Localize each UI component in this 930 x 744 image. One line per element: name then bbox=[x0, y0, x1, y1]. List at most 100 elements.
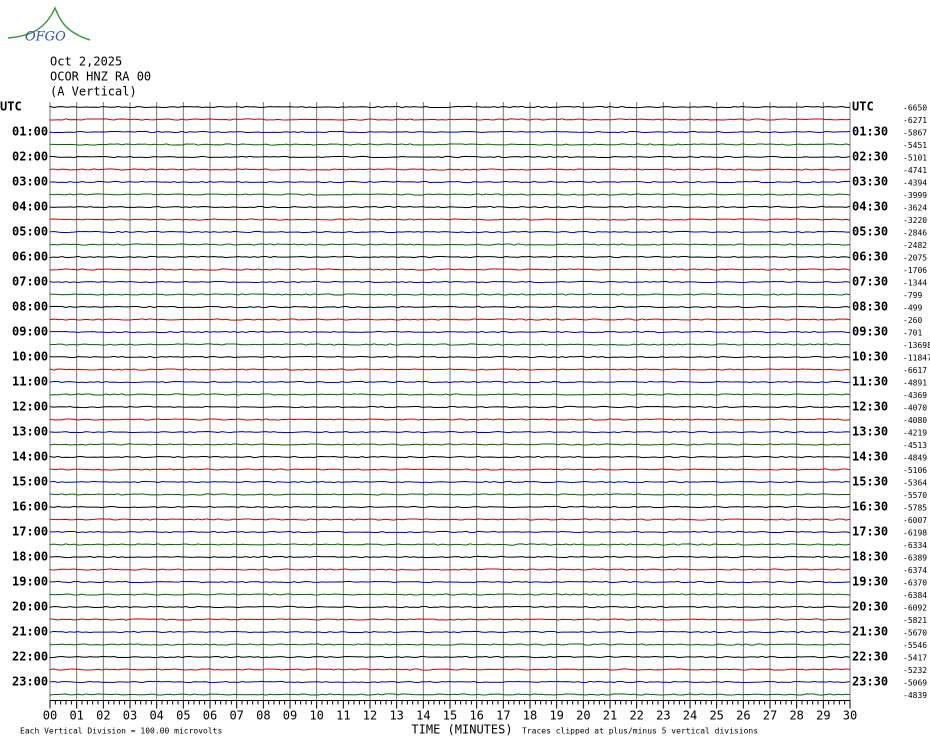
x-tick-label: 16 bbox=[469, 709, 483, 723]
x-tick-label: 23 bbox=[656, 709, 670, 723]
trace-offset: -5670 bbox=[903, 629, 927, 638]
x-tick-label: 12 bbox=[363, 709, 377, 723]
trace-offset: -5101 bbox=[903, 154, 927, 163]
right-label: 16:30 bbox=[852, 500, 888, 514]
left-label: 02:00 bbox=[12, 150, 48, 164]
left-label: 23:00 bbox=[12, 675, 48, 689]
x-tick-label: 01 bbox=[69, 709, 83, 723]
trace bbox=[49, 318, 851, 321]
trace bbox=[49, 243, 851, 246]
trace-offset: -2075 bbox=[903, 254, 927, 263]
trace-offset: -3999 bbox=[903, 191, 927, 200]
trace bbox=[49, 555, 851, 559]
trace-offset: -5106 bbox=[903, 466, 927, 475]
trace bbox=[49, 655, 851, 659]
trace bbox=[49, 580, 851, 584]
trace bbox=[49, 118, 851, 121]
left-label: 21:00 bbox=[12, 625, 48, 639]
x-tick-label: 27 bbox=[763, 709, 777, 723]
left-label: 13:00 bbox=[12, 425, 48, 439]
x-tick-label: 29 bbox=[816, 709, 830, 723]
x-tick-label: 02 bbox=[96, 709, 110, 723]
x-tick-label: 05 bbox=[176, 709, 190, 723]
component: (A Vertical) bbox=[50, 85, 137, 99]
right-label: 09:30 bbox=[852, 325, 888, 339]
trace bbox=[49, 430, 851, 434]
x-tick-label: 26 bbox=[736, 709, 750, 723]
trace bbox=[49, 255, 851, 259]
x-axis-label: TIME (MINUTES) bbox=[411, 723, 512, 737]
right-label: 01:30 bbox=[852, 125, 888, 139]
right-label: 06:30 bbox=[852, 250, 888, 264]
right-label: 19:30 bbox=[852, 575, 888, 589]
trace-offset: -799 bbox=[903, 291, 922, 300]
left-label: 03:00 bbox=[12, 175, 48, 189]
trace-offset: -6384 bbox=[903, 591, 927, 600]
trace-offset: -260 bbox=[903, 316, 922, 325]
x-tick-label: 07 bbox=[229, 709, 243, 723]
trace-offset: -2846 bbox=[903, 229, 927, 238]
left-label: UTC bbox=[0, 100, 22, 114]
trace-offset: -6389 bbox=[903, 554, 927, 563]
right-label: 04:30 bbox=[852, 200, 888, 214]
trace-offset: -6617 bbox=[903, 366, 927, 375]
trace bbox=[49, 593, 851, 596]
right-label: UTC bbox=[852, 100, 874, 114]
x-tick-label: 06 bbox=[203, 709, 217, 723]
trace bbox=[49, 493, 851, 496]
trace bbox=[49, 105, 851, 109]
left-label: 19:00 bbox=[12, 575, 48, 589]
x-tick-label: 10 bbox=[309, 709, 323, 723]
x-tick-label: 04 bbox=[149, 709, 163, 723]
trace-offset: -6334 bbox=[903, 541, 927, 550]
trace-offset: -4839 bbox=[903, 691, 927, 700]
right-label: 13:30 bbox=[852, 425, 888, 439]
x-tick-label: 28 bbox=[789, 709, 803, 723]
trace bbox=[49, 130, 851, 134]
trace-offset: -5570 bbox=[903, 491, 927, 500]
trace bbox=[49, 268, 851, 271]
right-label: 12:30 bbox=[852, 400, 888, 414]
left-label: 10:00 bbox=[12, 350, 48, 364]
right-label: 20:30 bbox=[852, 600, 888, 614]
x-tick-label: 17 bbox=[496, 709, 510, 723]
trace bbox=[49, 205, 851, 209]
right-label: 22:30 bbox=[852, 650, 888, 664]
trace-offset: -11847 bbox=[903, 354, 930, 363]
x-tick-label: 25 bbox=[709, 709, 723, 723]
right-label: 11:30 bbox=[852, 375, 888, 389]
right-label: 03:30 bbox=[852, 175, 888, 189]
trace-offset: -4394 bbox=[903, 179, 927, 188]
trace bbox=[49, 193, 851, 196]
left-label: 11:00 bbox=[12, 375, 48, 389]
logo: OFGO bbox=[25, 30, 66, 45]
left-label: 22:00 bbox=[12, 650, 48, 664]
trace-offset: -4070 bbox=[903, 404, 927, 413]
trace-offset: -4849 bbox=[903, 454, 927, 463]
trace-offset: -701 bbox=[903, 329, 922, 338]
trace-offset: -5451 bbox=[903, 141, 927, 150]
trace bbox=[49, 618, 851, 621]
trace bbox=[49, 180, 851, 184]
left-label: 01:00 bbox=[12, 125, 48, 139]
trace-offset: -499 bbox=[903, 304, 922, 313]
trace-offset: -5867 bbox=[903, 129, 927, 138]
trace bbox=[49, 330, 851, 334]
trace-offset: -6370 bbox=[903, 579, 927, 588]
trace-offset: -5785 bbox=[903, 504, 927, 513]
trace bbox=[49, 280, 851, 284]
trace-offset: -5546 bbox=[903, 641, 927, 650]
x-tick-label: 24 bbox=[683, 709, 697, 723]
left-label: 15:00 bbox=[12, 475, 48, 489]
trace bbox=[49, 368, 851, 371]
trace bbox=[49, 468, 851, 471]
trace bbox=[49, 605, 851, 609]
x-tick-label: 22 bbox=[629, 709, 643, 723]
trace-offset: -4369 bbox=[903, 391, 927, 400]
station: OCOR HNZ RA 00 bbox=[50, 70, 151, 84]
trace bbox=[49, 680, 851, 684]
trace-offset: -6092 bbox=[903, 604, 927, 613]
trace-offset: -4741 bbox=[903, 166, 927, 175]
trace-offset: -5364 bbox=[903, 479, 927, 488]
